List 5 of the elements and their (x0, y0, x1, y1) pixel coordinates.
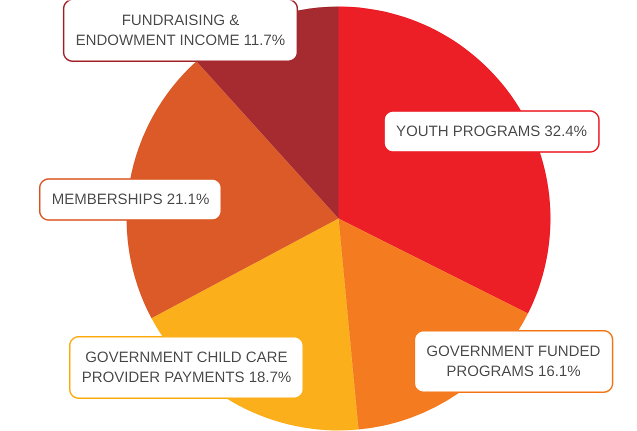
slice-label: FUNDRAISING & ENDOWMENT INCOME 11.7% (76, 12, 286, 50)
slice-label: GOVERNMENT FUNDED PROGRAMS 16.1% (426, 342, 600, 380)
slice-label: YOUTH PROGRAMS 32.4% (396, 123, 587, 140)
slice-label: GOVERNMENT CHILD CARE PROVIDER PAYMENTS 18.7% (82, 348, 292, 386)
slice-label: MEMBERSHIPS 21.1% (52, 191, 210, 208)
